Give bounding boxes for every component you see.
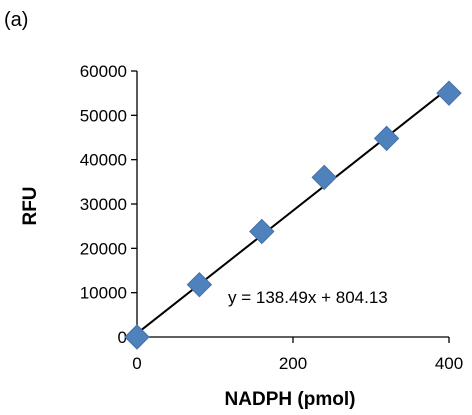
data-point <box>311 164 337 191</box>
y-tick-label: 60000 <box>80 62 127 81</box>
x-tick-labels: 0 200 400 <box>132 354 463 373</box>
y-axis-title: RFU <box>20 186 41 225</box>
data-point <box>124 324 150 350</box>
trendline-equation: y = 138.49x + 804.13 <box>228 288 388 307</box>
y-tick-label: 50000 <box>80 106 127 125</box>
x-tick-label: 400 <box>435 354 463 373</box>
x-axis-title: NADPH (pmol) <box>225 389 356 410</box>
data-point <box>436 80 462 106</box>
data-points <box>124 80 462 350</box>
y-tick-label: 30000 <box>80 195 127 214</box>
y-tick-label: 0 <box>118 328 127 347</box>
y-tick-label: 10000 <box>80 284 127 303</box>
data-point <box>186 271 213 298</box>
data-point <box>249 218 275 245</box>
x-tick-label: 200 <box>279 354 307 373</box>
data-point <box>373 125 400 152</box>
panel-label: (a) <box>4 9 28 31</box>
trendline <box>136 87 450 335</box>
y-tick-label: 40000 <box>80 151 127 170</box>
x-tick-label: 0 <box>132 354 141 373</box>
y-tick-labels: 0 10000 20000 30000 40000 50000 60000 <box>80 62 127 347</box>
y-tick-label: 20000 <box>80 239 127 258</box>
